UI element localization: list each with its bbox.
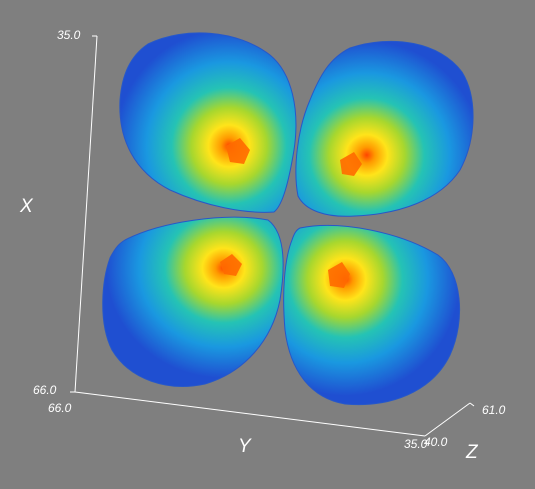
y-min-tick-label: 66.0 — [48, 401, 72, 415]
z-max-tick-label: 61.0 — [482, 403, 506, 417]
y-max-tick-label: 35.0 — [404, 437, 428, 451]
y-axis-label: Y — [238, 436, 252, 457]
x-axis-line — [74, 35, 98, 393]
x-axis-label: X — [19, 196, 34, 217]
x-max-tick-label: 35.0 — [57, 28, 81, 42]
y-axis-line — [74, 391, 426, 437]
lobe-upper-right — [295, 40, 474, 217]
z-axis-tick-end — [469, 402, 475, 407]
lobe-upper-left — [119, 32, 297, 213]
z-axis-line — [424, 402, 471, 437]
lobe-lower-right — [283, 225, 461, 406]
z-axis-label: Z — [465, 442, 479, 463]
z-min-tick-label: 40.0 — [424, 435, 448, 449]
lobe-lower-left — [102, 216, 284, 387]
x-min-tick-label: 66.0 — [33, 383, 57, 397]
